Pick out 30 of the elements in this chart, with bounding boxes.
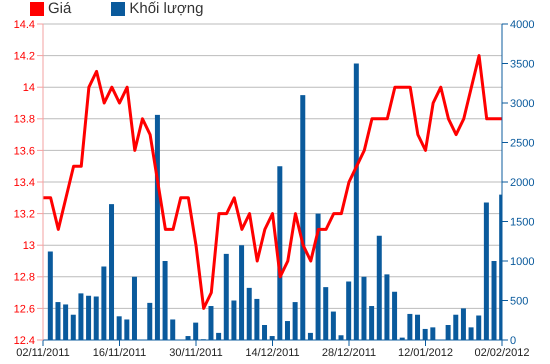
x-tick-label: 16/11/2011 [92, 346, 146, 359]
y-tick-label: 13.4 [14, 176, 35, 189]
y-tick-label: 14 [22, 82, 35, 94]
y2-tick-label: 2000 [510, 176, 534, 189]
x-tick-label: 14/12/2011 [245, 346, 300, 359]
y-tick-label: 13.8 [14, 114, 35, 126]
y2-tick-label: 1000 [510, 256, 534, 268]
y-tick-label: 13 [22, 240, 35, 252]
y2-tick-label: 3000 [510, 98, 534, 110]
line-series [43, 54, 502, 310]
y-tick-label: 14.2 [14, 50, 35, 63]
legend-label: Giá [48, 0, 72, 17]
y-tick-label: 13.2 [14, 208, 35, 221]
y2-tick-label: 500 [510, 295, 528, 308]
x-tick-label: 02/11/2011 [16, 346, 70, 359]
x-tick-label: 12/01/2012 [398, 346, 454, 359]
legend-label: Khối lượng [129, 0, 204, 17]
y2-tick-label: 0 [510, 334, 516, 347]
x-tick-label: 28/12/2011 [322, 346, 376, 359]
y2-tick-label: 2500 [510, 137, 534, 150]
y-tick-label: 12.8 [14, 272, 35, 284]
y2-tick-label: 1500 [510, 216, 534, 228]
y2-tick-label: 4000 [510, 18, 534, 31]
y-tick-label: 14.4 [14, 18, 35, 31]
y-tick-label: 13.6 [14, 145, 35, 158]
x-tick-label: 30/11/2011 [169, 346, 223, 359]
x-tick-label: 02/02/2012 [474, 346, 530, 359]
y-tick-label: 12.6 [14, 303, 35, 316]
y2-tick-label: 3500 [510, 58, 534, 70]
y-tick-label: 12.4 [14, 334, 35, 347]
